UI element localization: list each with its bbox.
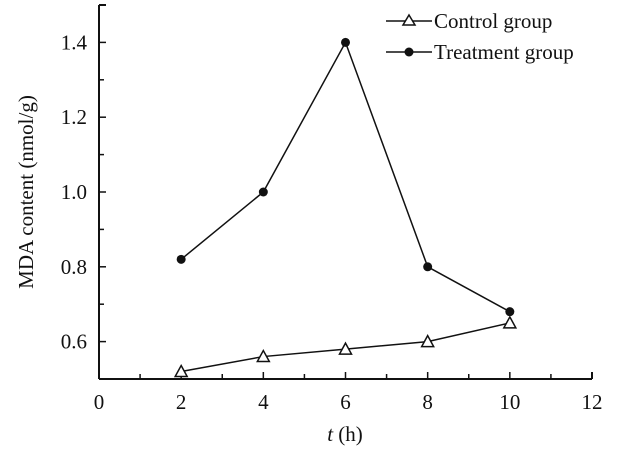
y-tick-label: 0.6 — [61, 330, 87, 354]
series-line-treatment — [180, 40, 511, 313]
control-point — [502, 315, 518, 329]
control-point — [256, 348, 271, 363]
treatment-point — [423, 262, 433, 272]
x-tick-label: 12 — [582, 390, 603, 414]
x-axis-label-var: t — [327, 422, 334, 446]
legend-treatment-circle-icon — [404, 47, 414, 57]
legend-treatment-label: Treatment group — [434, 40, 574, 64]
x-tick-label: 8 — [422, 390, 433, 414]
legend-control-triangle-icon — [401, 13, 417, 26]
control-point — [173, 363, 189, 378]
y-tick-label: 0.8 — [61, 255, 87, 279]
ticks: 0 2 4 6 8 10 12 0.6 0.8 1.0 1.2 1.4 — [61, 30, 603, 414]
x-axis-label-unit: (h) — [333, 422, 363, 446]
x-tick-label: 4 — [258, 390, 269, 414]
control-point — [420, 334, 435, 348]
x-tick-label: 2 — [176, 390, 187, 414]
x-tick-label: 6 — [340, 390, 351, 414]
y-axis-label: MDA content (nmol/g) — [14, 95, 38, 289]
y-tick-label: 1.4 — [61, 30, 88, 54]
treatment-point — [258, 187, 268, 197]
y-tick-label: 1.0 — [61, 180, 87, 204]
legend-control-label: Control group — [434, 9, 552, 33]
treatment-point — [341, 37, 350, 47]
x-axis-label: t (h) — [327, 422, 363, 446]
x-tick-label: 10 — [499, 390, 520, 414]
x-tick-label: 0 — [94, 390, 105, 414]
treatment-point — [176, 254, 186, 264]
legend: Control group Treatment group — [386, 9, 574, 64]
treatment-point — [505, 307, 515, 317]
y-tick-label: 1.2 — [61, 105, 87, 129]
series — [173, 37, 518, 378]
control-point — [338, 341, 353, 355]
